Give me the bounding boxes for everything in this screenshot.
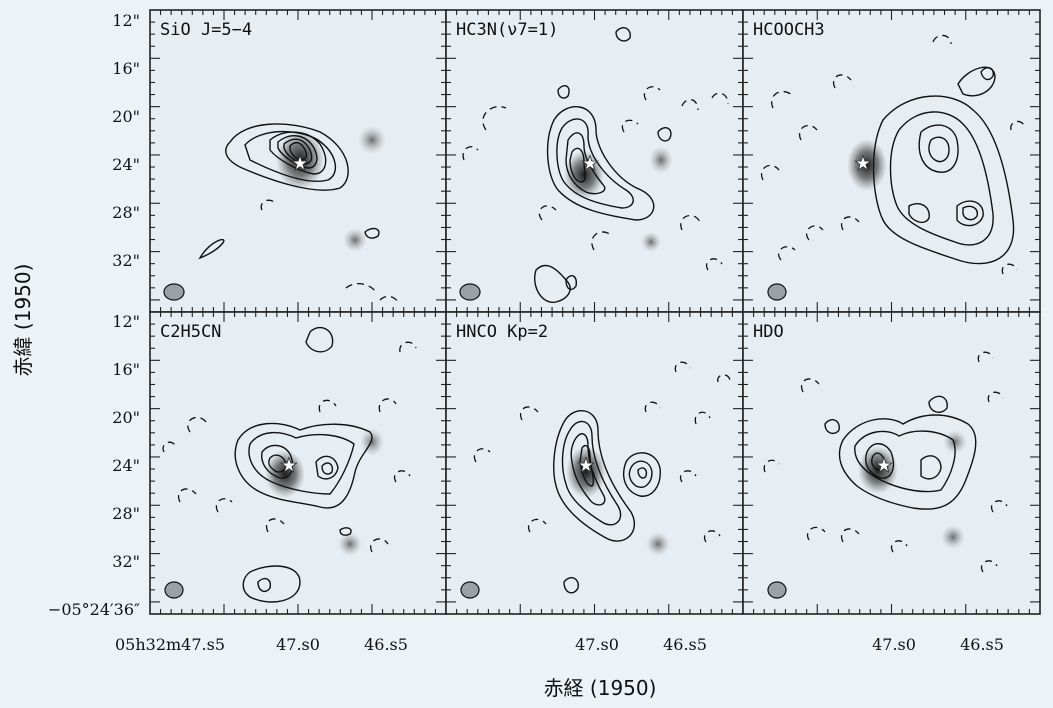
x-tick-label: 46.s5 <box>364 635 408 654</box>
x-tick-label: 46.s5 <box>960 635 1004 654</box>
panel-title: HNCO Kp=2 <box>456 322 548 342</box>
hdo-contours <box>824 395 977 510</box>
y-tick-label-origin: −05°24′36″ <box>48 600 140 619</box>
hcooch3-negative-contours <box>760 34 1026 275</box>
hc3n-negative-contours <box>462 86 729 271</box>
y-tick-label: 20" <box>112 107 140 126</box>
hnco-contours <box>553 409 661 594</box>
beam-ellipse <box>164 581 184 599</box>
y-tick-labels-top: 12" 16" 20" 24" 28" 32" <box>112 11 140 270</box>
y-tick-label: 32" <box>112 251 140 270</box>
star-marker: ★ <box>291 151 309 175</box>
panel-title: HDO <box>753 322 784 342</box>
star-marker: ★ <box>854 151 872 175</box>
x-tick-label: 47.s0 <box>575 635 619 654</box>
x-tick-label: 47.s0 <box>276 635 320 654</box>
x-tick-label: 47.s0 <box>872 635 916 654</box>
y-tick-label: 12" <box>112 312 140 331</box>
y-axis-title: 赤緯 (1950) <box>11 264 35 377</box>
c2h5cn-negative-contours <box>162 341 417 553</box>
y-tick-label: 16" <box>112 360 140 379</box>
panel-title: C2H5CN <box>160 322 221 342</box>
panel-hcooch3: ★ HCOOCH3 <box>742 9 1041 313</box>
y-tick-label: 12" <box>112 11 140 30</box>
panel-hc3n: ★ HC3N(ν7=1) <box>445 9 744 313</box>
y-tick-labels-bottom: 12" 16" 20" 24" 28" 32" −05°24′36″ <box>48 312 140 619</box>
panel-title: HC3N(ν7=1) <box>456 20 558 40</box>
hdo-negative-contours <box>763 351 1008 573</box>
y-tick-label: 24" <box>112 456 140 475</box>
beam-ellipse <box>767 283 787 301</box>
y-tick-label: 20" <box>112 408 140 427</box>
star-marker: ★ <box>280 453 298 477</box>
star-marker: ★ <box>581 151 599 175</box>
hnco-negative-contours <box>473 361 731 543</box>
panel-title: HCOOCH3 <box>753 20 825 40</box>
axis-ticks <box>150 10 1040 614</box>
hc3n-contours <box>534 27 672 303</box>
beam-ellipse <box>459 283 481 301</box>
panel-sio: ★ SiO J=5−4 <box>149 9 447 313</box>
y-tick-label: 28" <box>112 203 140 222</box>
hcooch3-contours <box>872 66 1015 265</box>
x-tick-labels: 05h32m47.s5 47.s0 46.s5 47.s0 46.s5 47.s… <box>115 635 1004 654</box>
x-tick-label: 46.s5 <box>663 635 707 654</box>
panel-hdo: ★ HDO <box>742 311 1041 615</box>
x-axis-title: 赤経 (1950) <box>544 676 657 700</box>
sio-negative-contours <box>260 199 399 303</box>
panel-c2h5cn: ★ C2H5CN <box>149 311 447 615</box>
y-tick-label: 32" <box>112 552 140 571</box>
star-marker: ★ <box>875 453 893 477</box>
beam-ellipse <box>163 283 185 301</box>
panel-title: SiO J=5−4 <box>160 20 252 40</box>
beam-ellipse <box>767 581 787 599</box>
star-marker: ★ <box>577 453 595 477</box>
y-tick-label: 16" <box>112 59 140 78</box>
panel-hnco: ★ HNCO Kp=2 <box>445 311 744 615</box>
sio-contours <box>198 123 380 260</box>
c2h5cn-contours <box>234 327 373 603</box>
beam-ellipse <box>460 581 480 599</box>
y-tick-label: 28" <box>112 504 140 523</box>
x-tick-label: 05h32m47.s5 <box>115 635 225 654</box>
y-tick-label: 24" <box>112 155 140 174</box>
